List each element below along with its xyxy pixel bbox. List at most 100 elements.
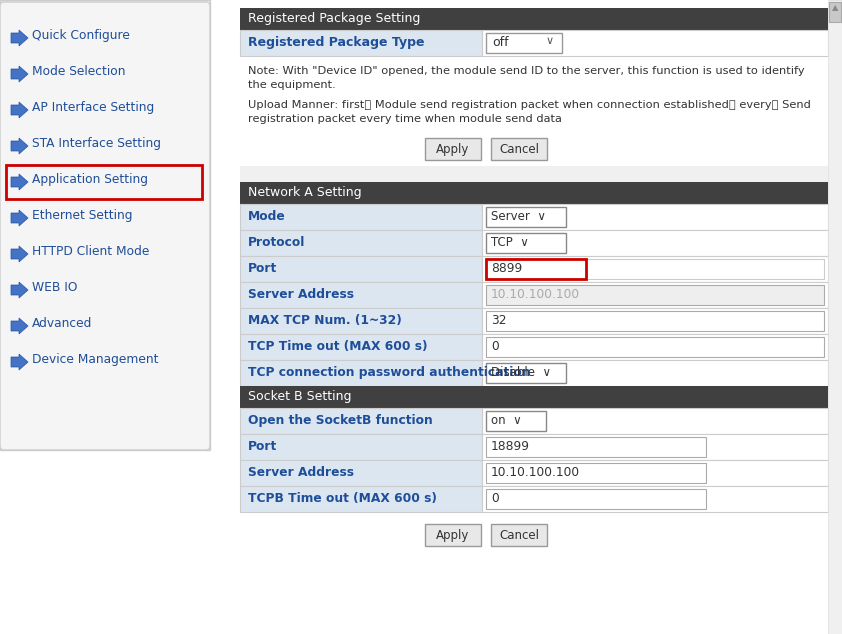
Text: Protocol: Protocol [248,236,306,249]
Text: TCPB Time out (MAX 600 s): TCPB Time out (MAX 600 s) [248,492,437,505]
Bar [486,259,586,279]
Bar [240,486,482,512]
Text: Server Address: Server Address [248,466,354,479]
Text: ∨: ∨ [546,36,554,46]
Bar [240,386,828,408]
Bar [482,204,828,230]
Polygon shape [11,102,28,118]
Bar [240,360,482,386]
Bar [240,256,482,282]
Text: Quick Configure: Quick Configure [32,29,130,42]
Text: Advanced: Advanced [32,317,93,330]
Bar [240,408,482,434]
Bar [240,282,482,308]
Polygon shape [11,246,28,262]
Bar [482,408,828,434]
Bar [240,204,482,230]
Text: Registered Package Type: Registered Package Type [248,36,424,49]
Text: Disable  ∨: Disable ∨ [491,366,552,379]
Text: WEB IO: WEB IO [32,281,77,294]
Bar [486,207,566,227]
Text: Socket B Setting: Socket B Setting [248,390,351,403]
Bar [482,308,828,334]
Bar [486,311,824,331]
Bar [486,337,824,357]
Polygon shape [11,282,28,298]
Text: HTTPD Client Mode: HTTPD Client Mode [32,245,149,258]
Bar [425,524,481,546]
Polygon shape [11,174,28,190]
Bar [491,138,547,160]
Bar [482,230,828,256]
Bar [482,486,828,512]
Text: Cancel: Cancel [499,143,539,156]
Text: Port: Port [248,262,277,275]
Text: Network A Setting: Network A Setting [248,186,361,199]
Bar [240,56,828,166]
Text: 32: 32 [491,314,507,327]
Bar [0,0,210,450]
Bar [482,256,828,282]
Bar [486,489,706,509]
Text: Apply: Apply [436,143,470,156]
Text: Open the SocketB function: Open the SocketB function [248,414,433,427]
Text: Application Setting: Application Setting [32,173,148,186]
Bar [240,308,482,334]
Bar [486,363,566,383]
Text: TCP Time out (MAX 600 s): TCP Time out (MAX 600 s) [248,340,428,353]
Polygon shape [11,318,28,334]
Text: AP Interface Setting: AP Interface Setting [32,101,154,114]
Text: Apply: Apply [436,529,470,542]
Polygon shape [11,66,28,82]
Text: 0: 0 [491,340,498,353]
Bar [240,334,482,360]
Bar [240,182,828,204]
Text: Mode Selection: Mode Selection [32,65,125,78]
Bar [482,360,828,386]
Text: TCP  ∨: TCP ∨ [491,236,529,249]
Polygon shape [11,138,28,154]
Bar [486,463,706,483]
Bar [486,259,824,279]
Bar [486,33,562,53]
Bar [240,8,828,30]
Text: Note: With "Device ID" opened, the module send ID to the server, this function i: Note: With "Device ID" opened, the modul… [248,66,805,76]
Text: off: off [492,36,509,49]
Bar [486,233,566,253]
Text: STA Interface Setting: STA Interface Setting [32,137,161,150]
Bar [482,30,828,56]
Polygon shape [11,210,28,226]
Text: 10.10.100.100: 10.10.100.100 [491,466,580,479]
Bar [829,2,841,22]
Text: Server Address: Server Address [248,288,354,301]
Text: 8899: 8899 [491,262,522,275]
Text: Mode: Mode [248,210,285,223]
Polygon shape [11,30,28,46]
Text: Port: Port [248,440,277,453]
Text: Upload Manner: first： Module send registration packet when connection establishe: Upload Manner: first： Module send regist… [248,100,811,110]
Bar [482,460,828,486]
Bar [482,334,828,360]
Bar [482,282,828,308]
Text: the equipment.: the equipment. [248,80,336,90]
Bar [240,460,482,486]
Bar [482,434,828,460]
Text: Ethernet Setting: Ethernet Setting [32,209,132,222]
Text: 18899: 18899 [491,440,530,453]
FancyBboxPatch shape [6,165,202,199]
Bar [425,138,481,160]
Bar [240,166,828,182]
Bar [828,0,842,634]
Text: ▲: ▲ [832,3,839,12]
Bar [491,524,547,546]
Polygon shape [11,354,28,370]
Text: 10.10.100.100: 10.10.100.100 [491,288,580,301]
Bar [486,437,706,457]
Text: on  ∨: on ∨ [491,414,522,427]
Text: Server  ∨: Server ∨ [491,210,546,223]
Text: TCP connection password authentication: TCP connection password authentication [248,366,530,379]
Text: Cancel: Cancel [499,529,539,542]
Text: registration packet every time when module send data: registration packet every time when modu… [248,114,562,124]
Bar [240,230,482,256]
Bar [486,285,824,305]
